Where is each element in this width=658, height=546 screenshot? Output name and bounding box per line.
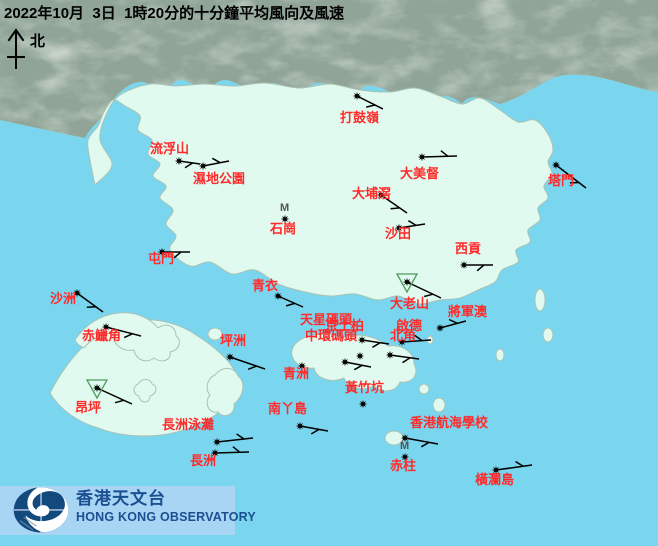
- svg-text:M: M: [280, 202, 289, 214]
- svg-text:沙洲: 沙洲: [50, 291, 76, 306]
- svg-text:北角: 北角: [390, 328, 416, 343]
- svg-text:橫瀾島: 橫瀾島: [475, 472, 514, 487]
- svg-text:青衣: 青衣: [252, 278, 278, 293]
- svg-text:沙田: 沙田: [385, 226, 411, 241]
- svg-text:中環碼頭: 中環碼頭: [305, 328, 358, 343]
- svg-text:塔門: 塔門: [548, 173, 574, 188]
- svg-text:黃竹坑: 黃竹坑: [344, 380, 384, 395]
- svg-text:打鼓嶺: 打鼓嶺: [340, 110, 379, 125]
- svg-text:大美督: 大美督: [400, 166, 439, 181]
- svg-text:流浮山: 流浮山: [150, 141, 189, 156]
- svg-text:M: M: [400, 440, 409, 452]
- svg-text:濕地公園: 濕地公園: [193, 171, 245, 186]
- svg-text:將軍澳: 將軍澳: [448, 304, 488, 319]
- svg-text:赤柱: 赤柱: [390, 458, 416, 473]
- svg-text:大老山: 大老山: [390, 296, 429, 311]
- svg-text:北: 北: [30, 33, 45, 50]
- svg-text:昂坪: 昂坪: [75, 400, 101, 415]
- svg-text:南丫島: 南丫島: [268, 401, 307, 416]
- svg-text:HONG KONG OBSERVATORY: HONG KONG OBSERVATORY: [76, 510, 256, 524]
- svg-text:赤鱲角: 赤鱲角: [82, 328, 121, 343]
- svg-text:香港航海學校: 香港航海學校: [409, 415, 489, 430]
- svg-text:長洲: 長洲: [190, 453, 216, 468]
- svg-text:坪洲: 坪洲: [220, 333, 246, 348]
- svg-text:西貢: 西貢: [455, 241, 481, 256]
- svg-text:天星碼頭: 天星碼頭: [300, 312, 353, 327]
- svg-text:香港天文台: 香港天文台: [76, 488, 166, 508]
- svg-text:青洲: 青洲: [283, 366, 309, 381]
- svg-text:長洲泳灘: 長洲泳灘: [162, 417, 214, 432]
- svg-text:石崗: 石崗: [269, 221, 296, 236]
- svg-text:大埔滘: 大埔滘: [352, 186, 391, 201]
- svg-text:屯門: 屯門: [148, 251, 174, 266]
